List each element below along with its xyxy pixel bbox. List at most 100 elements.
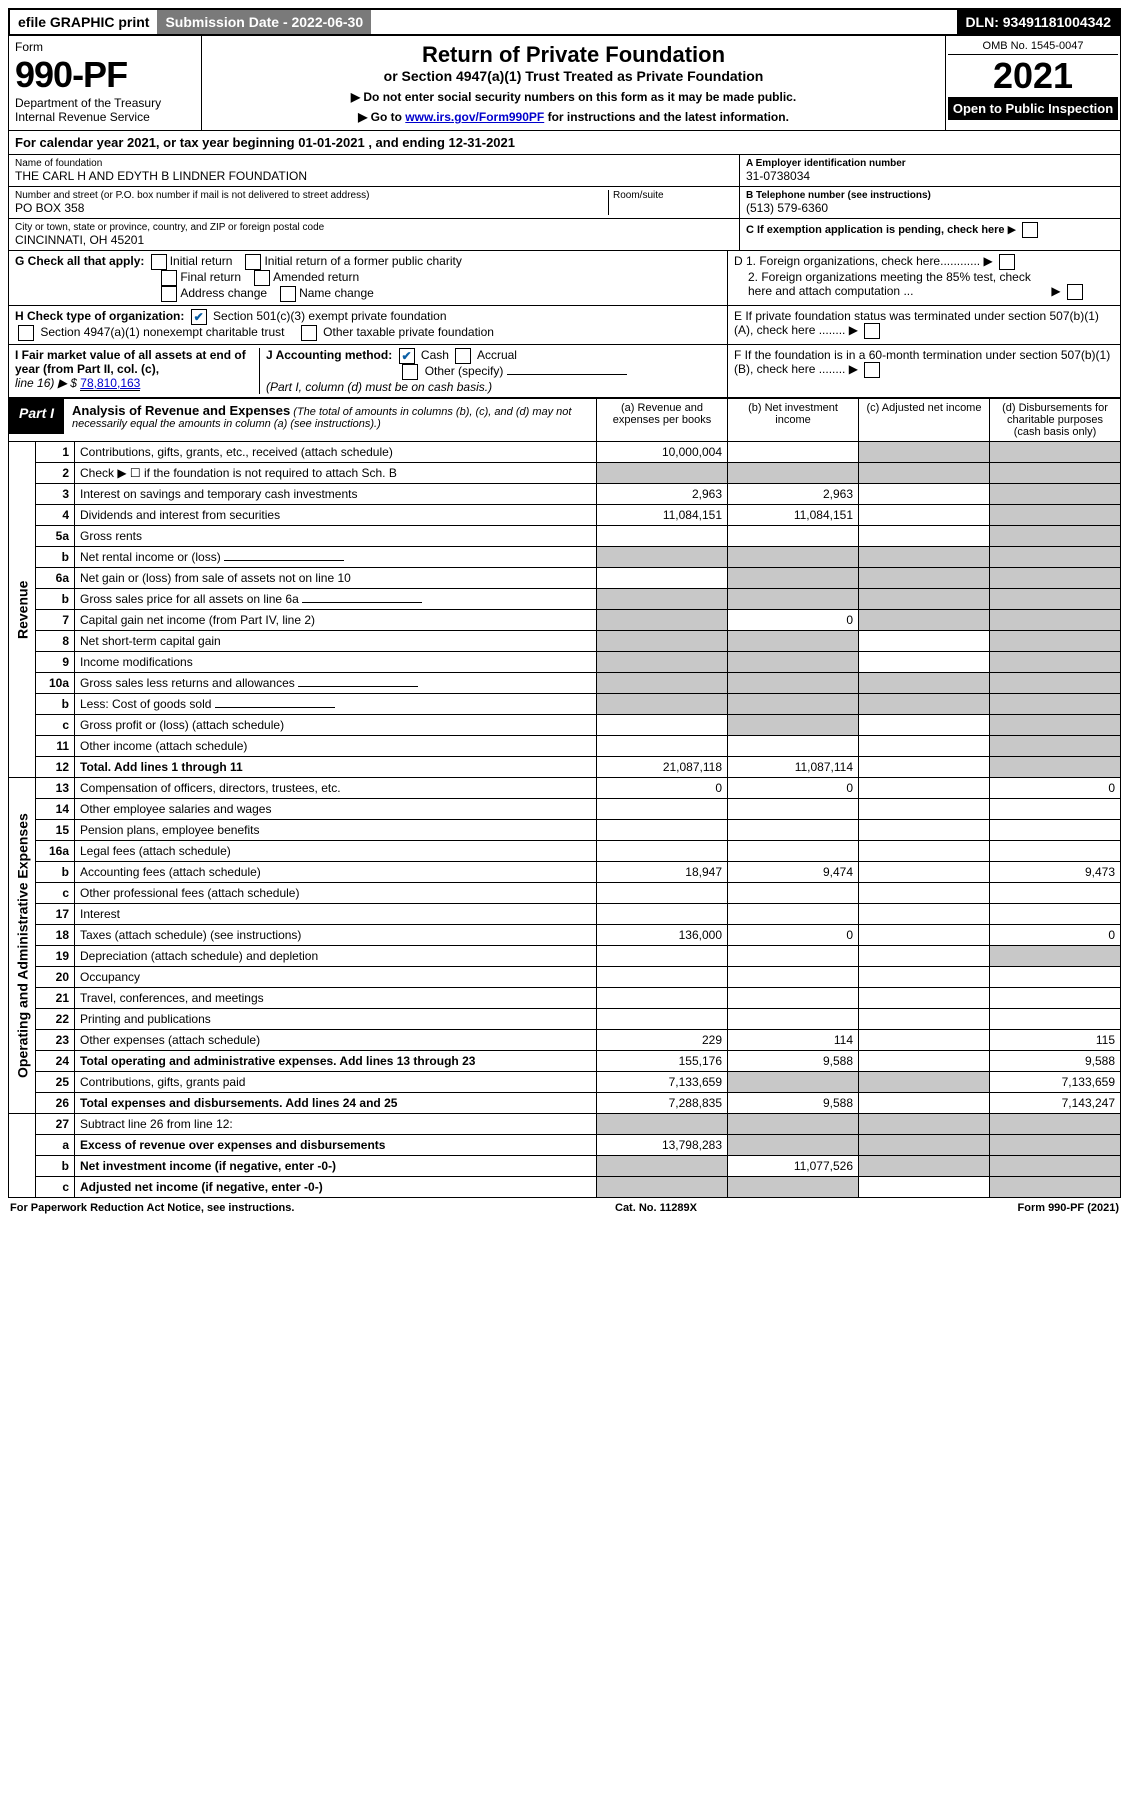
line-number: 6a — [36, 568, 75, 589]
g-initial-public-checkbox[interactable] — [245, 254, 261, 270]
arrow-icon: ▶ — [1008, 223, 1016, 236]
part1-label: Part I — [9, 399, 64, 434]
side-label: Revenue — [9, 442, 36, 778]
table-row: 2Check ▶ ☐ if the foundation is not requ… — [9, 463, 1121, 484]
g-label: G Check all that apply: — [15, 254, 144, 268]
instr-1: ▶ Do not enter social security numbers o… — [208, 90, 939, 104]
d1-checkbox[interactable] — [999, 254, 1015, 270]
table-row: 18Taxes (attach schedule) (see instructi… — [9, 925, 1121, 946]
h-501c3-checkbox[interactable]: ✔ — [191, 309, 207, 325]
part1-table: Part I Analysis of Revenue and Expenses … — [8, 398, 1121, 1198]
j-label: J Accounting method: — [266, 348, 392, 362]
dln-label: DLN: 93491181004342 — [957, 10, 1119, 34]
d2-checkbox[interactable] — [1067, 284, 1083, 300]
form-word: Form — [15, 40, 195, 54]
line-number: 21 — [36, 988, 75, 1009]
table-row: cAdjusted net income (if negative, enter… — [9, 1177, 1121, 1198]
d1-label: D 1. Foreign organizations, check here..… — [734, 254, 980, 268]
line-label: Income modifications — [75, 652, 597, 673]
line-label: Other income (attach schedule) — [75, 736, 597, 757]
j-accrual-checkbox[interactable] — [455, 348, 471, 364]
table-row: 15Pension plans, employee benefits — [9, 820, 1121, 841]
line-label: Other employee salaries and wages — [75, 799, 597, 820]
j-note: (Part I, column (d) must be on cash basi… — [266, 380, 492, 394]
instr-2: ▶ Go to www.irs.gov/Form990PF for instru… — [208, 110, 939, 124]
g-amended-checkbox[interactable] — [254, 270, 270, 286]
line-label: Dividends and interest from securities — [75, 505, 597, 526]
g-d-row: G Check all that apply: Initial return I… — [8, 251, 1121, 306]
table-row: 10aGross sales less returns and allowanc… — [9, 673, 1121, 694]
line-number: b — [36, 862, 75, 883]
c-checkbox[interactable] — [1022, 222, 1038, 238]
h-other-checkbox[interactable] — [301, 325, 317, 341]
line-number: 14 — [36, 799, 75, 820]
arrow-icon: ▶ — [983, 254, 992, 268]
line-number: 10a — [36, 673, 75, 694]
line-label: Travel, conferences, and meetings — [75, 988, 597, 1009]
line-label: Taxes (attach schedule) (see instruction… — [75, 925, 597, 946]
line-number: 3 — [36, 484, 75, 505]
side-label: Operating and Administrative Expenses — [9, 778, 36, 1114]
table-row: cGross profit or (loss) (attach schedule… — [9, 715, 1121, 736]
line-number: 15 — [36, 820, 75, 841]
form-number: 990-PF — [15, 54, 195, 96]
table-row: 3Interest on savings and temporary cash … — [9, 484, 1121, 505]
g-address-checkbox[interactable] — [161, 286, 177, 302]
foundation-name: THE CARL H AND EDYTH B LINDNER FOUNDATIO… — [15, 169, 733, 183]
e-checkbox[interactable] — [864, 323, 880, 339]
table-row: 9Income modifications — [9, 652, 1121, 673]
f-label: F If the foundation is in a 60-month ter… — [734, 348, 1110, 376]
line-label: Total. Add lines 1 through 11 — [75, 757, 597, 778]
j-other-checkbox[interactable] — [402, 364, 418, 380]
line-number: 27 — [36, 1114, 75, 1135]
arrow-icon: ▶ — [849, 362, 858, 376]
f-checkbox[interactable] — [864, 362, 880, 378]
line-label: Depreciation (attach schedule) and deple… — [75, 946, 597, 967]
line-number: 23 — [36, 1030, 75, 1051]
irs-label: Internal Revenue Service — [15, 110, 195, 124]
line-label: Legal fees (attach schedule) — [75, 841, 597, 862]
table-row: 6aNet gain or (loss) from sale of assets… — [9, 568, 1121, 589]
table-row: 8Net short-term capital gain — [9, 631, 1121, 652]
line-label: Check ▶ ☐ if the foundation is not requi… — [75, 463, 597, 484]
fmv-value[interactable]: 78,810,163 — [80, 376, 140, 391]
line-label: Interest — [75, 904, 597, 925]
line-label: Occupancy — [75, 967, 597, 988]
col-b-hdr: (b) Net investment income — [728, 399, 859, 442]
tax-year: 2021 — [948, 55, 1118, 97]
col-c-hdr: (c) Adjusted net income — [859, 399, 990, 442]
line-label: Gross rents — [75, 526, 597, 547]
line-number: 19 — [36, 946, 75, 967]
line-number: 8 — [36, 631, 75, 652]
table-row: bNet investment income (if negative, ent… — [9, 1156, 1121, 1177]
efile-label: efile GRAPHIC print — [10, 10, 157, 34]
j-cash-checkbox[interactable]: ✔ — [399, 348, 415, 364]
c-label: C If exemption application is pending, c… — [746, 224, 1005, 236]
table-row: 14Other employee salaries and wages — [9, 799, 1121, 820]
arrow-icon: ▶ — [849, 323, 858, 337]
form-subtitle: or Section 4947(a)(1) Trust Treated as P… — [208, 68, 939, 84]
line-number: c — [36, 1177, 75, 1198]
table-row: 23Other expenses (attach schedule)229114… — [9, 1030, 1121, 1051]
table-row: 27Subtract line 26 from line 12: — [9, 1114, 1121, 1135]
line-number: 17 — [36, 904, 75, 925]
line-number: 4 — [36, 505, 75, 526]
line-number: 18 — [36, 925, 75, 946]
table-row: 21Travel, conferences, and meetings — [9, 988, 1121, 1009]
g-initial-checkbox[interactable] — [151, 254, 167, 270]
table-row: 24Total operating and administrative exp… — [9, 1051, 1121, 1072]
line-number: b — [36, 694, 75, 715]
line-number: 9 — [36, 652, 75, 673]
line-label: Net gain or (loss) from sale of assets n… — [75, 568, 597, 589]
line-number: b — [36, 589, 75, 610]
d2-label: 2. Foreign organizations meeting the 85%… — [734, 270, 1048, 298]
h-label: H Check type of organization: — [15, 309, 184, 323]
g-final-checkbox[interactable] — [161, 270, 177, 286]
line-number: c — [36, 715, 75, 736]
irs-link[interactable]: www.irs.gov/Form990PF — [405, 110, 544, 124]
h-4947-checkbox[interactable] — [18, 325, 34, 341]
table-row: 19Depreciation (attach schedule) and dep… — [9, 946, 1121, 967]
g-name-checkbox[interactable] — [280, 286, 296, 302]
line-number: c — [36, 883, 75, 904]
line-label: Accounting fees (attach schedule) — [75, 862, 597, 883]
